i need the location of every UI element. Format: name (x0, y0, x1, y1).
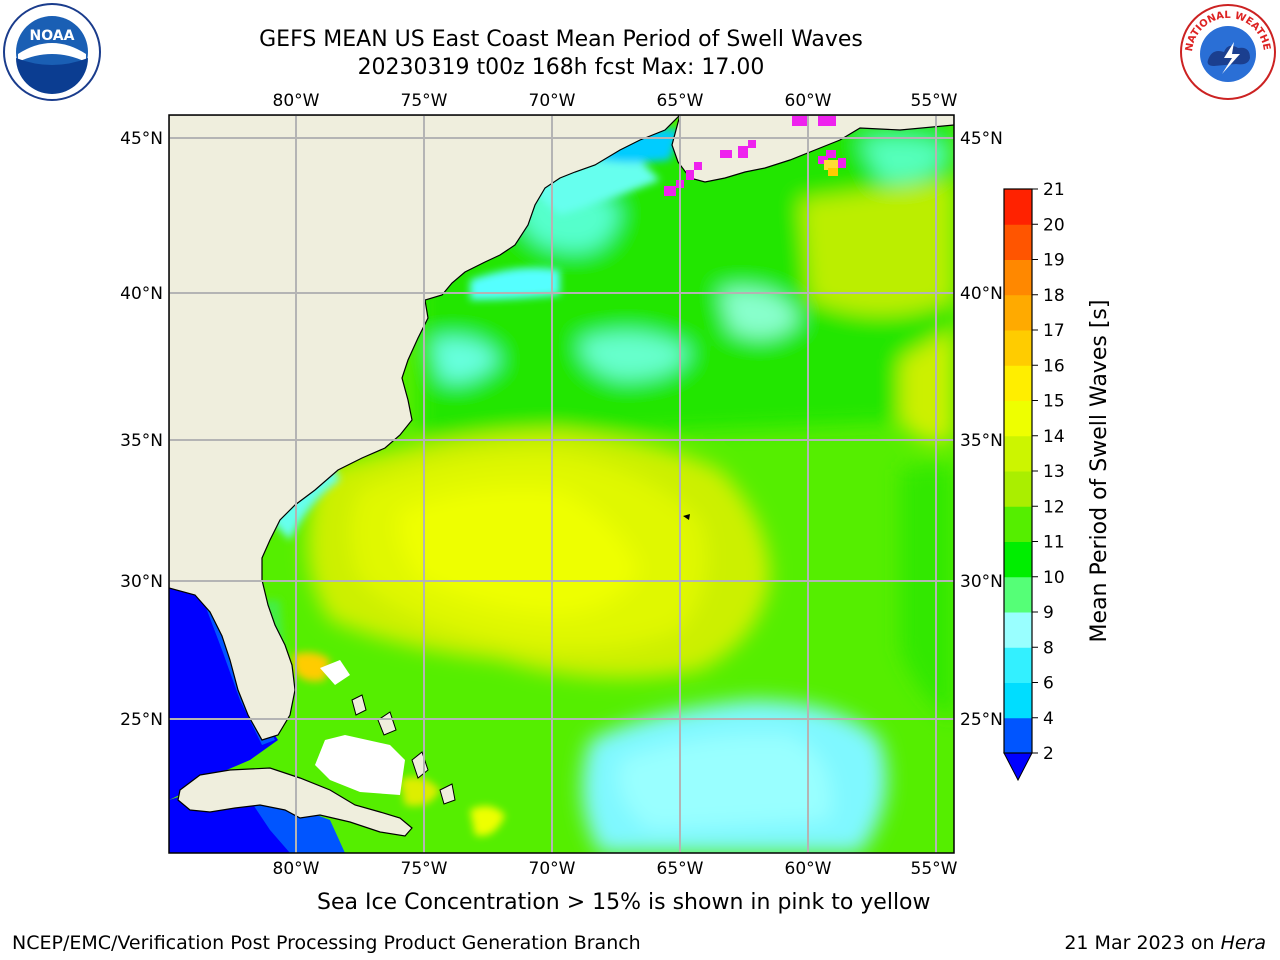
colorbar-tick-label: 12 (1043, 497, 1065, 517)
colorbar-tick-label: 15 (1043, 392, 1065, 412)
colorbar-tick-label: 9 (1043, 603, 1054, 623)
colorbar-tick-label: 19 (1043, 251, 1065, 271)
lat-label-right-30n: 30°N (960, 572, 1003, 592)
colorbar-tick-label: 16 (1043, 356, 1065, 376)
lat-label-left-25n: 25°N (120, 710, 163, 730)
lat-label-right-40n: 40°N (960, 284, 1003, 304)
colorbar-tick-label: 4 (1043, 709, 1054, 729)
lon-label-bottom-75w: 75°W (401, 859, 448, 879)
colorbar-segment (1004, 576, 1032, 613)
colorbar-segment (1004, 400, 1032, 437)
colorbar-tick-label: 18 (1043, 286, 1065, 306)
chart-title: GEFS MEAN US East Coast Mean Period of S… (259, 27, 863, 52)
colorbar-extend-triangle (1003, 752, 1033, 782)
colorbar-tick-label: 8 (1043, 638, 1054, 658)
colorbar-segment (1004, 435, 1032, 472)
lat-label-left-30n: 30°N (120, 572, 163, 592)
colorbar-tick-label: 20 (1043, 215, 1065, 235)
lat-label-right-25n: 25°N (960, 710, 1003, 730)
footer-date-text: 21 Mar 2023 on (1064, 932, 1215, 954)
colorbar-label: Mean Period of Swell Waves [s] (1087, 300, 1112, 643)
lon-label-top-65w: 65°W (657, 91, 704, 111)
noaa-logo: NOAA (2, 2, 102, 102)
map-frame (168, 114, 955, 854)
lat-label-left-45n: 45°N (120, 129, 163, 149)
lon-label-top-75w: 75°W (401, 91, 448, 111)
colorbar-segment (1004, 224, 1032, 260)
lat-label-right-35n: 35°N (960, 431, 1003, 451)
svg-text:NOAA: NOAA (30, 28, 75, 44)
lat-label-left-40n: 40°N (120, 284, 163, 304)
sea-ice-caption: Sea Ice Concentration > 15% is shown in … (317, 890, 931, 915)
colorbar-ticks: 2 4 6 8 9 10 11 12 13 14 15 16 17 18 19 20 21 (1032, 180, 1065, 764)
chart-subtitle: 20230319 t00z 168h fcst Max: 17.00 (357, 55, 765, 80)
colorbar-segment (1004, 717, 1032, 754)
colorbar-segment (1004, 189, 1032, 225)
graticule (169, 115, 954, 853)
colorbar-segment (1004, 259, 1032, 296)
lon-label-top-70w: 70°W (529, 91, 576, 111)
colorbar-segment (1004, 682, 1032, 719)
colorbar-segment (1004, 365, 1032, 401)
colorbar-segment (1004, 647, 1032, 683)
colorbar-segment (1004, 541, 1032, 578)
colorbar-tick-label: 2 (1043, 744, 1054, 764)
map-field (169, 115, 954, 853)
colorbar-segment (1004, 330, 1032, 366)
colorbar-tick-label: 13 (1043, 462, 1065, 482)
land-canada (671, 115, 954, 183)
lat-label-right-45n: 45°N (960, 129, 1003, 149)
footer-date: 21 Mar 2023 on Hera (1064, 932, 1266, 954)
lat-label-left-35n: 35°N (120, 431, 163, 451)
footer-credit: NCEP/EMC/Verification Post Processing Pr… (12, 932, 641, 954)
colorbar-segment (1004, 506, 1032, 542)
nws-logo: NATIONAL WEATHER SERVICE (1174, 0, 1278, 102)
lon-label-top-80w: 80°W (273, 91, 320, 111)
footer-host: Hera (1220, 932, 1266, 954)
colorbar-segment (1004, 294, 1032, 331)
colorbar-tick-label: 11 (1043, 533, 1065, 553)
lon-label-bottom-70w: 70°W (529, 859, 576, 879)
lon-label-top-60w: 60°W (785, 91, 832, 111)
colorbar-tick-label: 6 (1043, 674, 1054, 694)
colorbar-tick-label: 17 (1043, 321, 1065, 341)
colorbar: 2 4 6 8 9 10 11 12 13 14 15 16 17 18 19 20 21 Mean Perio… (1003, 180, 1112, 782)
colorbar-segment (1004, 471, 1032, 507)
colorbar-segments (1004, 189, 1032, 754)
colorbar-tick-label: 10 (1043, 568, 1065, 588)
colorbar-tick-label: 21 (1043, 180, 1065, 200)
lon-label-top-55w: 55°W (911, 91, 958, 111)
lon-label-bottom-80w: 80°W (273, 859, 320, 879)
lon-label-bottom-60w: 60°W (785, 859, 832, 879)
colorbar-segment (1004, 612, 1032, 648)
colorbar-tick-label: 14 (1043, 427, 1065, 447)
lon-label-bottom-65w: 65°W (657, 859, 704, 879)
lon-label-bottom-55w: 55°W (911, 859, 958, 879)
